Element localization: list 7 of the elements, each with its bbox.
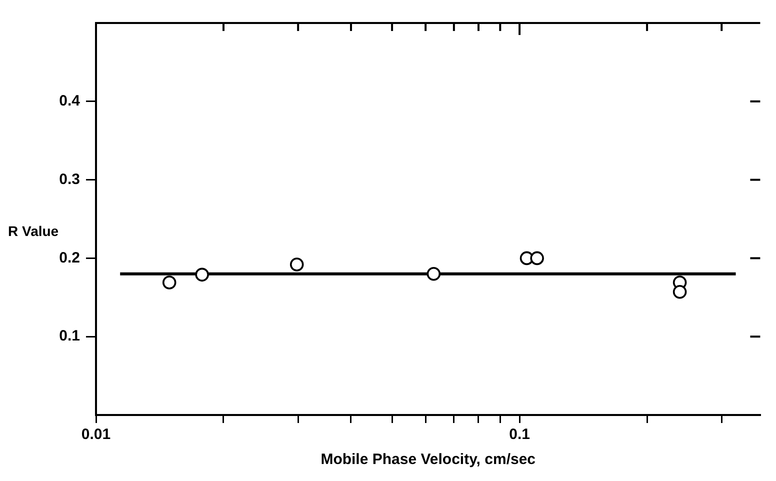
- y-tick-label: 0.2: [59, 249, 80, 266]
- y-tick-label: 0.4: [59, 92, 81, 110]
- y-tick-label: 0.3: [59, 170, 80, 188]
- y-tick-label: 0.1: [59, 328, 80, 345]
- y-axis-title: R Value: [8, 223, 59, 239]
- x-axis-title: Mobile Phase Velocity, cm/sec: [320, 451, 536, 468]
- x-tick-label: 0.01: [81, 426, 111, 444]
